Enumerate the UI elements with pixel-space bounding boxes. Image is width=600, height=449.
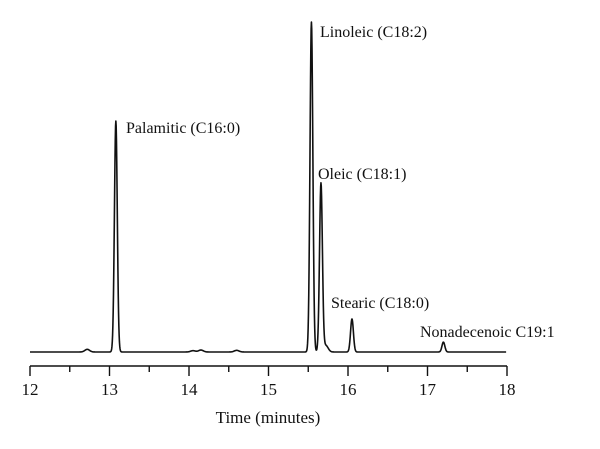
chromatogram-trace <box>29 21 507 353</box>
x-tick-label: 14 <box>181 380 199 399</box>
x-tick-label: 17 <box>419 380 437 399</box>
peak-label: Stearic (C18:0) <box>331 295 429 312</box>
peak-labels: Palamitic (C16:0) Linoleic (C18:2) Oleic (… <box>126 24 555 341</box>
x-axis: 12 13 14 15 16 17 18 <box>22 365 516 399</box>
x-tick-label: 13 <box>101 380 118 399</box>
x-axis-label: Time (minutes) <box>216 408 321 427</box>
x-tick-label: 18 <box>499 380 516 399</box>
x-tick-label: 12 <box>22 380 39 399</box>
peak-label: Oleic (C18:1) <box>318 166 406 183</box>
peak-label: Linoleic (C18:2) <box>320 24 427 41</box>
peak-label: Palamitic (C16:0) <box>126 120 240 137</box>
peak-label: Nonadecenoic C19:1 <box>420 324 555 341</box>
x-tick-label: 16 <box>340 380 357 399</box>
x-tick-label: 15 <box>260 380 277 399</box>
